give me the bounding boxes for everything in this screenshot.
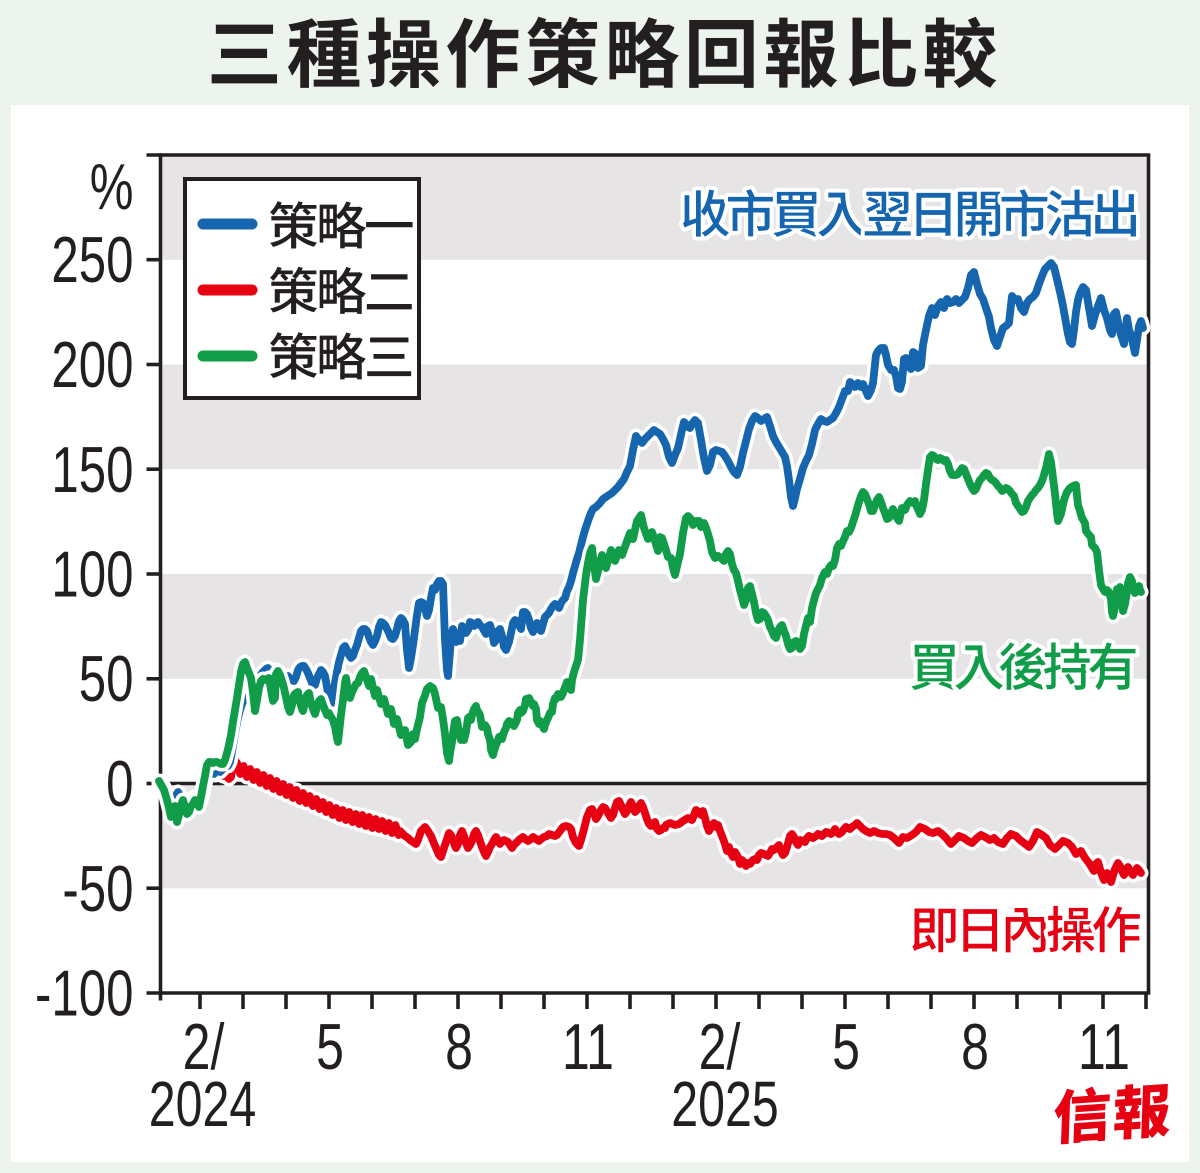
svg-text:-50: -50 (62, 853, 133, 925)
svg-text:100: 100 (51, 539, 133, 611)
svg-text:5: 5 (832, 1011, 860, 1084)
svg-text:-100: -100 (35, 958, 133, 1030)
svg-text:150: 150 (51, 434, 133, 506)
svg-text:8: 8 (445, 1011, 473, 1084)
svg-text:2/: 2/ (699, 1011, 741, 1084)
svg-text:5: 5 (316, 1011, 344, 1084)
svg-text:2024: 2024 (149, 1070, 256, 1141)
svg-text:250: 250 (51, 225, 133, 297)
svg-text:8: 8 (961, 1011, 989, 1084)
svg-text:%: % (90, 151, 134, 223)
svg-text:50: 50 (79, 644, 134, 716)
svg-text:0: 0 (106, 748, 133, 820)
svg-text:11: 11 (1078, 1011, 1130, 1084)
svg-text:200: 200 (51, 329, 133, 401)
svg-text:2025: 2025 (671, 1070, 778, 1141)
svg-text:11: 11 (562, 1011, 614, 1084)
svg-text:2/: 2/ (183, 1011, 225, 1084)
